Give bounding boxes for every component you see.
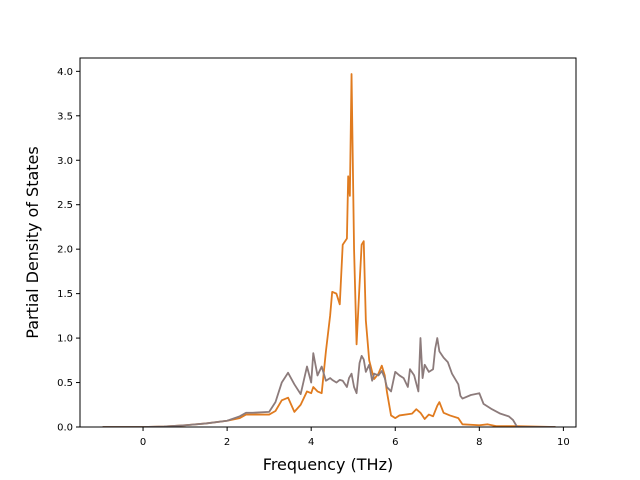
y-axis-label: Partial Density of States: [23, 146, 42, 338]
plot-area: [102, 73, 556, 427]
y-tick-label: 3.5: [57, 111, 73, 122]
x-tick-label: 4: [308, 437, 314, 448]
series-line-1: [102, 73, 556, 427]
y-tick-label: 2.5: [57, 200, 73, 211]
y-tick-label: 0.0: [57, 423, 73, 434]
y-tick-label: 2.0: [57, 245, 73, 256]
y-tick-label: 4.0: [57, 67, 73, 78]
x-tick-label: 10: [557, 437, 570, 448]
series-line-2: [102, 337, 556, 427]
x-tick-label: 2: [224, 437, 230, 448]
x-tick-label: 0: [140, 437, 146, 448]
y-tick-label: 1.0: [57, 334, 73, 345]
plot-frame: [79, 57, 577, 428]
x-tick-label: 6: [392, 437, 398, 448]
y-tick-label: 0.5: [57, 378, 73, 389]
y-tick-label: 1.5: [57, 289, 73, 300]
x-tick-label: 8: [476, 437, 482, 448]
x-axis-label: Frequency (THz): [263, 455, 393, 474]
axes: 0 2 4 6 8 10 0.0 0.5 1.0 1.5 2.0 2.5 3.0 3.5 4.0: [57, 57, 577, 448]
y-tick-label: 3.0: [57, 156, 73, 167]
